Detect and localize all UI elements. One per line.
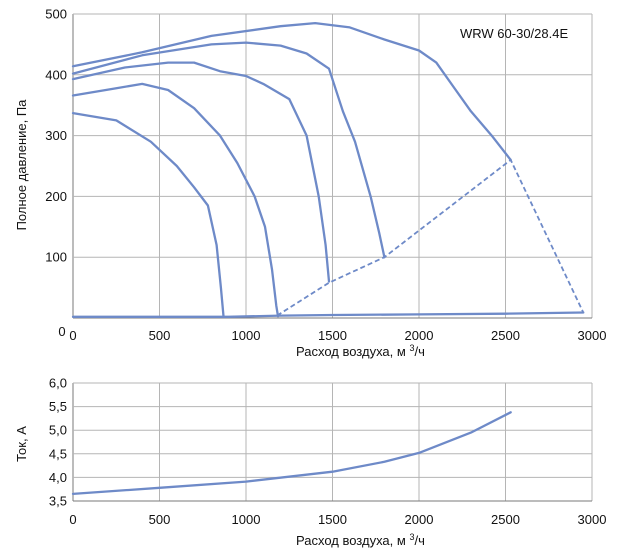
pressure-y-tick-label: 300 bbox=[45, 128, 67, 143]
current-x-tick-label: 0 bbox=[69, 512, 76, 527]
superscript-3: 3 bbox=[409, 532, 414, 542]
pressure-series-line-1 bbox=[71, 111, 225, 318]
pressure-y-tick-label: 500 bbox=[45, 7, 67, 22]
bottom-x-axis-title-text: Расход воздуха, м bbox=[296, 533, 406, 548]
superscript-3: 3 bbox=[409, 343, 414, 353]
current-y-tick-label: 5,5 bbox=[49, 399, 67, 414]
pressure-series-line-2 bbox=[71, 82, 280, 318]
pressure-x-tick-label: 1000 bbox=[232, 328, 261, 343]
current-x-tick-label: 1500 bbox=[318, 512, 347, 527]
pressure-y-tick-label: 400 bbox=[45, 67, 67, 82]
current-y-tick-label: 3,5 bbox=[49, 494, 67, 509]
pressure-x-tick-label: 0 bbox=[69, 328, 76, 343]
pressure-series-line-3 bbox=[71, 61, 331, 283]
pressure-origin-label: 0 bbox=[58, 324, 65, 339]
pressure-x-tick-label: 500 bbox=[149, 328, 171, 343]
current-y-tick-label: 6,0 bbox=[49, 376, 67, 391]
current-y-tick-label: 5,0 bbox=[49, 423, 67, 438]
current-chart: 0 500 1000 1500 2000 2500 3000 3,5 4,0 4,5 5,0 5,5 6… bbox=[49, 376, 607, 528]
pressure-series-line-5 bbox=[71, 21, 512, 162]
top-x-axis-title: Расход воздуха, м 3/ч bbox=[296, 343, 425, 359]
axis-title-unit-tail: /ч bbox=[414, 344, 424, 359]
pressure-series-line-4 bbox=[71, 41, 386, 259]
current-x-tick-label: 2500 bbox=[491, 512, 520, 527]
current-series-line-1 bbox=[71, 411, 512, 496]
pressure-x-tick-label: 2500 bbox=[491, 328, 520, 343]
pressure-x-tick-label: 2000 bbox=[405, 328, 434, 343]
current-x-tick-label: 500 bbox=[149, 512, 171, 527]
axis-title-unit-tail: /ч bbox=[414, 533, 424, 548]
pressure-x-tick-label: 3000 bbox=[578, 328, 607, 343]
model-label: WRW 60-30/28.4E bbox=[460, 26, 568, 41]
top-x-axis-title-text: Расход воздуха, м bbox=[296, 344, 406, 359]
current-x-tick-label: 2000 bbox=[405, 512, 434, 527]
bottom-x-axis-title: Расход воздуха, м 3/ч bbox=[296, 532, 425, 548]
pressure-y-tick-label: 200 bbox=[45, 189, 67, 204]
top-y-axis-title: Полное давление, Па bbox=[14, 99, 29, 231]
pressure-chart: 0 500 1000 1500 2000 2500 3000 0 100 200 300 400 500 bbox=[45, 7, 606, 344]
pressure-series-line-6 bbox=[71, 311, 585, 318]
current-y-tick-label: 4,5 bbox=[49, 446, 67, 461]
current-y-tick-label: 4,0 bbox=[49, 470, 67, 485]
pressure-y-tick-label: 100 bbox=[45, 250, 67, 265]
pressure-x-tick-label: 1500 bbox=[318, 328, 347, 343]
pressure-series-dashed-line bbox=[276, 158, 585, 317]
bottom-y-axis-title: Ток, А bbox=[14, 426, 29, 462]
current-x-tick-label: 1000 bbox=[232, 512, 261, 527]
current-x-tick-label: 3000 bbox=[578, 512, 607, 527]
